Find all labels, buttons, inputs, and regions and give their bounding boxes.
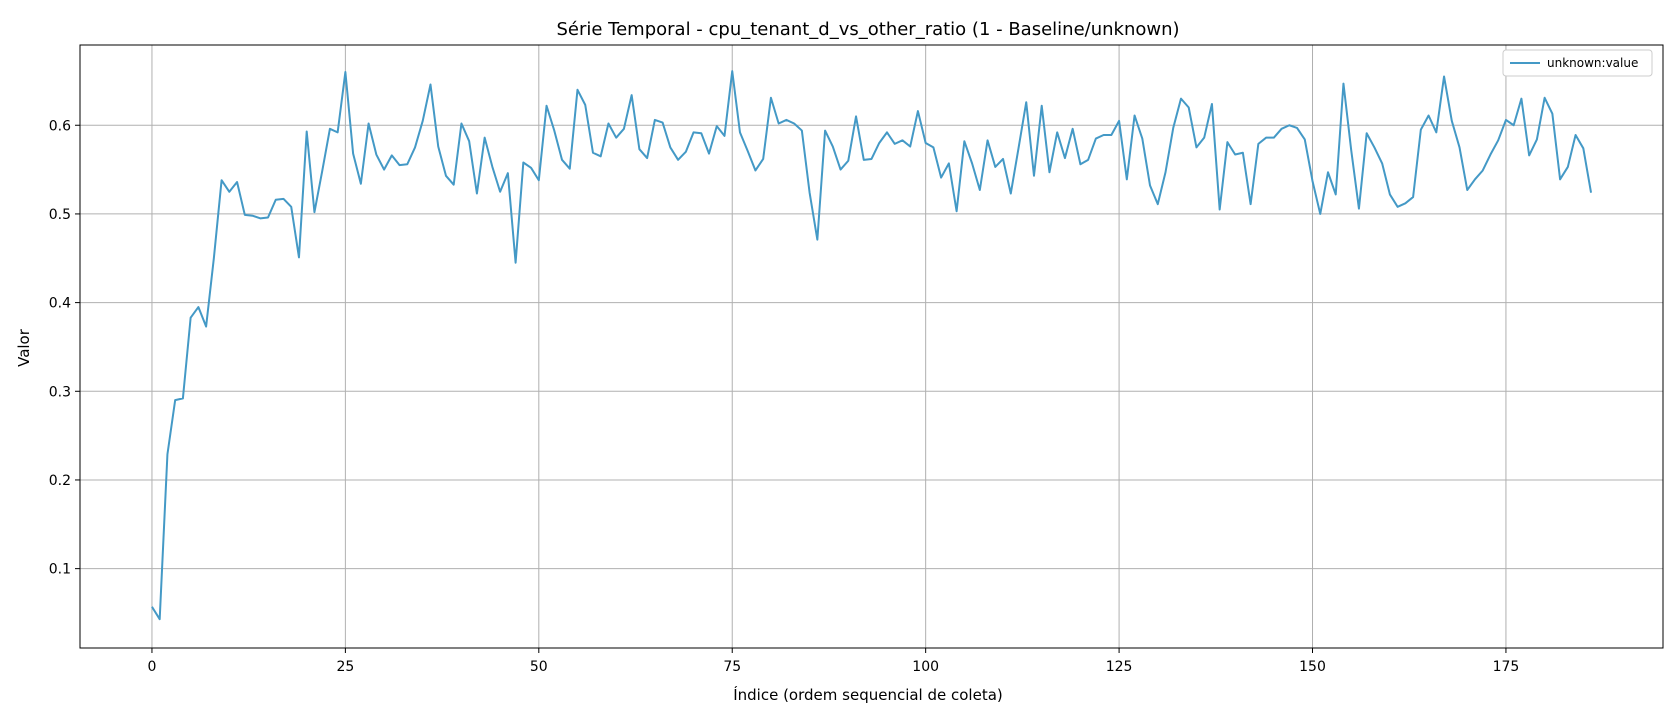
legend-label: unknown:value <box>1547 56 1638 70</box>
y-tick-label: 0.2 <box>49 473 71 489</box>
y-tick-label: 0.4 <box>49 296 71 312</box>
x-tick-label: 125 <box>1106 659 1133 675</box>
x-tick-label: 75 <box>723 659 741 675</box>
x-tick-label: 150 <box>1299 659 1326 675</box>
y-tick-label: 0.3 <box>49 384 71 400</box>
x-tick-label: 0 <box>147 659 156 675</box>
axis-ticks: 0 25 50 75 100 125 150 175 0.1 0.2 0.3 0.4 0.5 0.6 <box>49 118 1520 675</box>
plot-area-frame <box>79 44 1664 649</box>
y-tick-label: 0.6 <box>49 118 71 134</box>
legend: unknown:value <box>1502 49 1653 77</box>
x-tick-label: 25 <box>336 659 354 675</box>
series-layer <box>151 70 1593 621</box>
chart-title: Série Temporal - cpu_tenant_d_vs_other_r… <box>556 19 1179 40</box>
x-axis-title: Índice (ordem sequencial de coleta) <box>733 685 1003 704</box>
grid <box>80 45 1663 648</box>
y-tick-label: 0.1 <box>49 562 71 578</box>
series-line-unknown-value <box>151 70 1593 621</box>
x-tick-label: 175 <box>1493 659 1520 675</box>
x-tick-label: 50 <box>530 659 548 675</box>
y-axis-title: Valor <box>15 328 33 367</box>
legend-box <box>1502 49 1653 77</box>
y-tick-label: 0.5 <box>49 207 71 223</box>
x-tick-label: 100 <box>912 659 939 675</box>
